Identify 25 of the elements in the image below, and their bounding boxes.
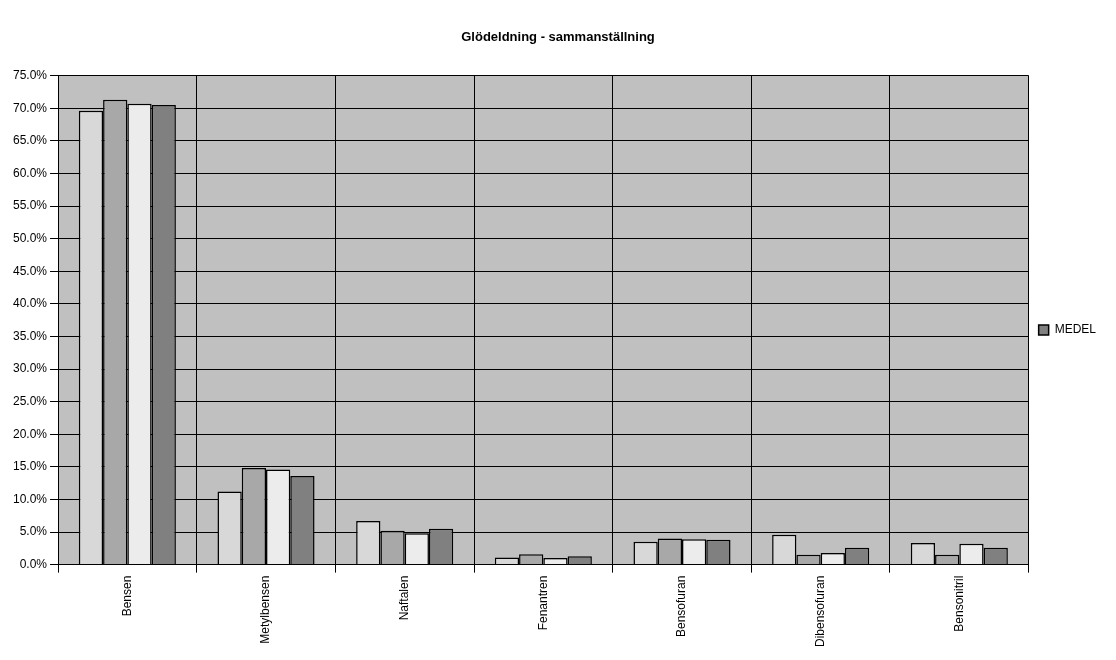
y-tick-label: 0.0% (19, 556, 48, 571)
legend-label: MEDEL (1054, 322, 1097, 337)
y-tick-label: 75.0% (12, 67, 48, 82)
x-tick-label: Fenantren (535, 575, 550, 631)
y-tick-label: 20.0% (12, 426, 48, 441)
y-tick-label: 50.0% (12, 230, 48, 245)
y-tick-label: 15.0% (12, 459, 48, 474)
x-tick-label: Bensen (119, 575, 134, 617)
chart-title: Glödeldning - sammanställning (461, 29, 655, 45)
x-tick-label: Dibensofuran (812, 575, 827, 648)
y-tick-label: 40.0% (12, 296, 48, 311)
x-tick-label: Bensofuran (674, 575, 689, 638)
y-tick-label: 10.0% (12, 491, 48, 506)
x-tick-label: Naftalen (396, 575, 411, 621)
y-tick-label: 60.0% (12, 165, 48, 180)
x-tick-label: Metylbensen (258, 575, 273, 644)
y-tick-label: 30.0% (12, 361, 48, 376)
y-tick-label: 25.0% (12, 393, 48, 408)
y-tick-label: 55.0% (12, 198, 48, 213)
y-tick-label: 65.0% (12, 133, 48, 148)
y-tick-label: 70.0% (12, 100, 48, 115)
x-tick-label: Bensonitril (951, 575, 966, 632)
y-tick-label: 35.0% (12, 328, 48, 343)
y-tick-label: 5.0% (19, 524, 48, 539)
y-tick-label: 45.0% (12, 263, 48, 278)
